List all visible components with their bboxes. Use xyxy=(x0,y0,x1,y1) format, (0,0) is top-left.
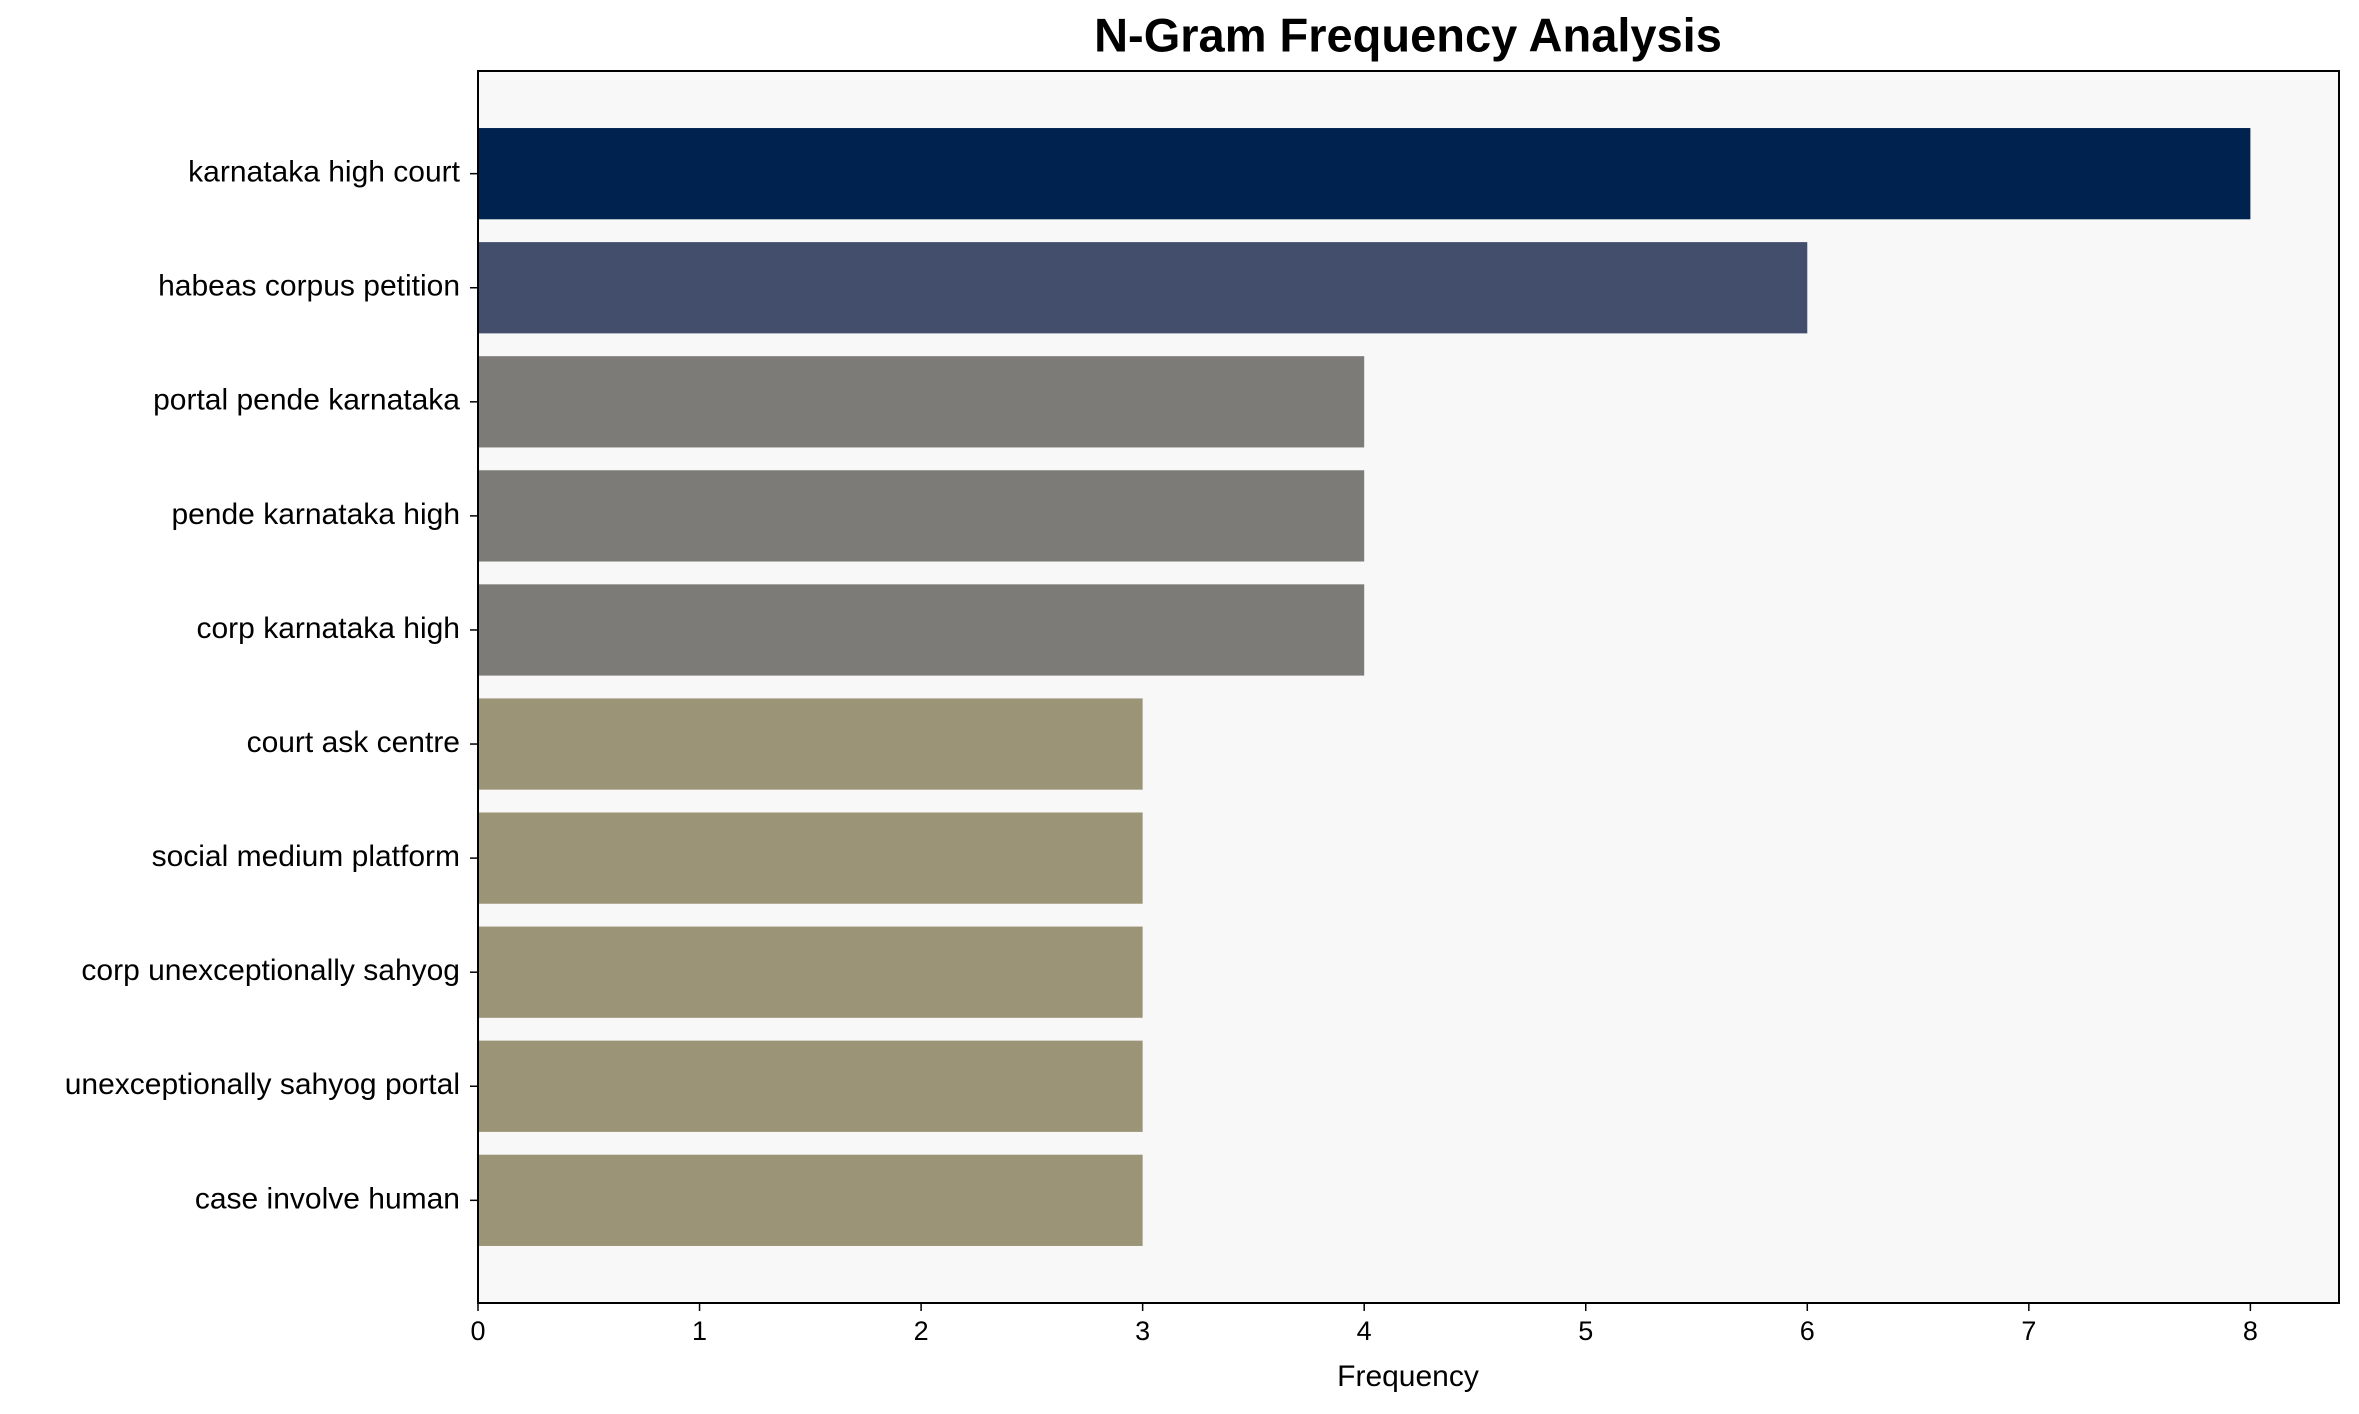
y-tick-label: social medium platform xyxy=(152,840,460,873)
bar xyxy=(478,242,1808,334)
x-tick-label: 2 xyxy=(914,1316,929,1346)
y-tick-label: case involve human xyxy=(195,1182,460,1215)
x-tick-label: 8 xyxy=(2243,1316,2258,1346)
y-tick-label: pende karnataka high xyxy=(171,498,460,531)
y-tick-label: corp karnataka high xyxy=(197,612,461,645)
bar xyxy=(478,812,1143,904)
x-tick-label: 3 xyxy=(1135,1316,1150,1346)
x-tick-label: 6 xyxy=(1800,1316,1815,1346)
bar xyxy=(478,356,1365,448)
bar xyxy=(478,926,1143,1018)
plot-frame xyxy=(477,70,2340,1304)
bar xyxy=(478,1154,1143,1246)
y-tick-label: karnataka high court xyxy=(188,156,460,189)
x-tick-label: 1 xyxy=(692,1316,707,1346)
bar xyxy=(478,128,2251,220)
bar xyxy=(478,584,1365,676)
y-tick-label: court ask centre xyxy=(247,726,460,759)
y-tick-label: unexceptionally sahyog portal xyxy=(65,1068,460,1101)
y-tick-label: habeas corpus petition xyxy=(158,270,460,303)
x-tick-label: 4 xyxy=(1357,1316,1372,1346)
bar xyxy=(478,1040,1143,1132)
bar xyxy=(478,470,1365,562)
x-axis-label: Frequency xyxy=(1337,1360,1479,1393)
x-tick-label: 5 xyxy=(1578,1316,1593,1346)
y-tick-label: portal pende karnataka xyxy=(153,384,460,417)
bar xyxy=(478,698,1143,790)
y-tick-label: corp unexceptionally sahyog xyxy=(81,954,460,987)
chart-title: N-Gram Frequency Analysis xyxy=(1094,8,1722,61)
x-tick-label: 7 xyxy=(2021,1316,2036,1346)
x-tick-label: 0 xyxy=(470,1316,485,1346)
